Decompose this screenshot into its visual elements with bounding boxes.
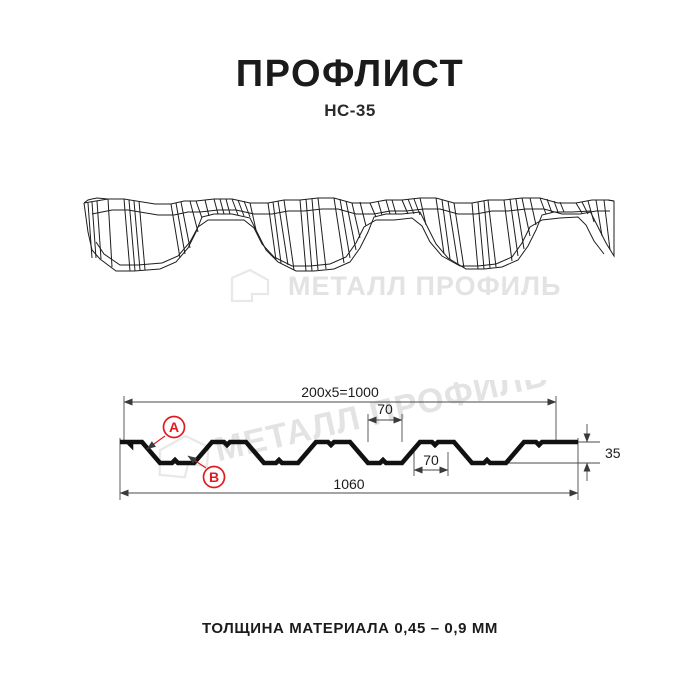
label-pitch: 200x5=1000 xyxy=(301,384,379,400)
label-height: 35 xyxy=(605,445,621,461)
callout-a-circle xyxy=(162,415,186,439)
dimension-lines xyxy=(119,398,591,497)
callout-b-circle xyxy=(202,465,226,489)
callout-a-leader xyxy=(146,435,166,450)
isometric-profile-view: МЕТАЛЛ ПРОФИЛЬ xyxy=(83,197,615,303)
cross-section-dimension-drawing: МЕТАЛЛ ПРОФИЛЬ xyxy=(119,380,621,500)
callout-a: A xyxy=(146,415,186,450)
watermark-iso: МЕТАЛЛ ПРОФИЛЬ xyxy=(230,268,561,303)
callout-b-leader xyxy=(187,455,207,469)
callout-b-label: B xyxy=(209,469,219,485)
material-thickness-note: ТОЛЩИНА МАТЕРИАЛА 0,45 – 0,9 ММ xyxy=(201,620,499,637)
profile-polyline xyxy=(120,439,578,466)
callout-a-label: A xyxy=(169,419,179,435)
watermark-label-iso: МЕТАЛЛ ПРОФИЛЬ xyxy=(288,271,561,301)
callout-b: B xyxy=(187,455,226,489)
corrugation-body xyxy=(83,197,615,272)
page-title: ПРОФЛИСТ xyxy=(235,53,465,95)
label-overall-width: 1060 xyxy=(333,476,364,492)
label-top-flange: 70 xyxy=(377,401,393,417)
label-bottom-flange: 70 xyxy=(423,452,439,468)
watermark-label-section: МЕТАЛЛ ПРОФИЛЬ xyxy=(211,380,551,469)
page-subtitle: НС-35 xyxy=(324,101,376,120)
